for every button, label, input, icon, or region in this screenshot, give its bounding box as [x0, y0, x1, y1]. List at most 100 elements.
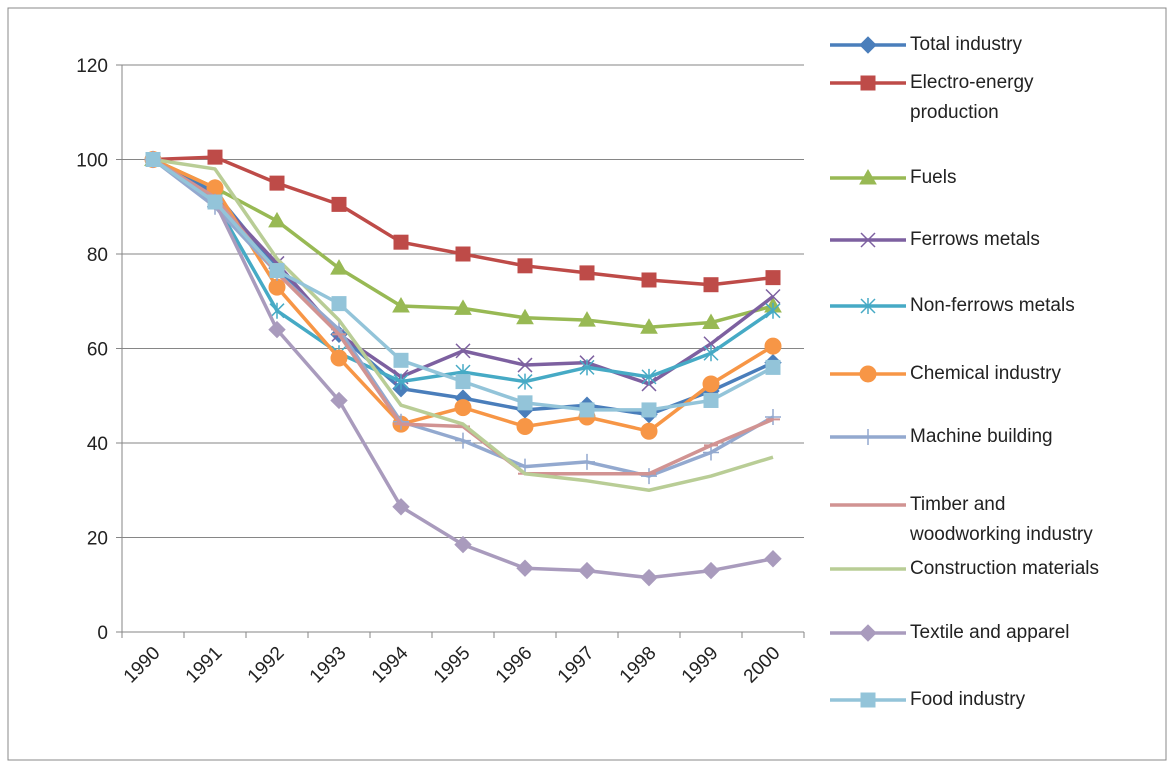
x-tick-label: 2000: [740, 643, 785, 688]
legend-label: Electro-energy production: [910, 72, 1034, 123]
x-tick-label: 1996: [492, 643, 537, 688]
marker: [517, 395, 533, 411]
marker: [330, 391, 348, 410]
series: [145, 151, 781, 392]
marker: [517, 373, 533, 390]
marker: [640, 422, 658, 440]
legend-label: Timber and woodworking industry: [910, 494, 1093, 545]
series: [145, 149, 781, 293]
marker: [268, 211, 286, 228]
marker: [455, 432, 471, 449]
marker: [579, 402, 595, 418]
marker: [269, 302, 285, 319]
legend-label: Total industry: [910, 34, 1022, 55]
x-tick-label: 1992: [244, 643, 289, 688]
marker: [393, 352, 409, 368]
marker: [640, 568, 658, 587]
marker: [764, 337, 782, 355]
marker: [331, 296, 347, 312]
marker: [641, 402, 657, 418]
marker: [640, 318, 658, 334]
x-tick-label: 1999: [678, 643, 723, 688]
marker: [860, 75, 876, 91]
marker: [578, 561, 596, 580]
marker: [331, 196, 347, 212]
marker: [860, 692, 876, 708]
marker: [765, 288, 781, 305]
marker: [860, 232, 876, 248]
marker: [207, 194, 223, 210]
marker: [641, 468, 657, 485]
x-tick-label: 1998: [616, 643, 661, 688]
series: [145, 151, 781, 390]
marker: [392, 296, 410, 313]
y-tick-label: 100: [76, 151, 108, 172]
marker: [517, 258, 533, 274]
marker: [578, 311, 596, 327]
marker: [330, 349, 348, 367]
marker: [392, 498, 410, 516]
marker: [393, 373, 409, 390]
marker: [454, 299, 472, 315]
marker: [765, 359, 781, 375]
legend-label: Non-ferrows metals: [910, 295, 1075, 316]
marker: [269, 175, 285, 191]
marker: [455, 374, 471, 390]
marker: [579, 453, 595, 470]
marker: [702, 313, 720, 330]
marker: [860, 429, 876, 445]
legend-label: Textile and apparel: [910, 622, 1070, 643]
x-tick-label: 1990: [120, 643, 165, 688]
marker: [516, 559, 534, 577]
legend-label: Fuels: [910, 167, 957, 188]
marker: [330, 259, 348, 275]
y-tick-label: 40: [87, 434, 108, 455]
marker: [703, 392, 719, 408]
marker: [269, 263, 285, 279]
marker: [516, 417, 534, 435]
marker: [702, 375, 720, 393]
marker: [765, 409, 781, 426]
marker: [207, 149, 223, 165]
marker: [764, 550, 782, 568]
series: [144, 150, 782, 587]
marker: [859, 365, 877, 383]
marker: [517, 357, 533, 373]
y-tick-label: 120: [76, 56, 108, 77]
x-tick-label: 1993: [306, 643, 351, 688]
marker: [702, 561, 720, 580]
marker: [579, 359, 595, 376]
marker: [860, 298, 876, 314]
marker: [859, 36, 877, 54]
marker: [579, 265, 595, 281]
y-tick-label: 20: [87, 529, 108, 550]
marker: [454, 535, 472, 554]
series-line: [152, 157, 774, 492]
marker: [145, 152, 161, 167]
x-tick-label: 1991: [182, 643, 227, 688]
marker: [641, 368, 657, 385]
series: [144, 150, 782, 334]
x-tick-label: 1995: [430, 643, 475, 688]
series: [152, 157, 774, 492]
x-tick-label: 1997: [554, 643, 599, 688]
y-tick-label: 0: [97, 623, 108, 644]
marker: [268, 320, 286, 339]
legend-label: Chemical industry: [910, 363, 1061, 384]
marker: [859, 168, 877, 185]
marker: [765, 302, 781, 319]
marker: [393, 234, 409, 250]
marker: [859, 624, 877, 642]
marker: [703, 345, 719, 362]
chart-border: [7, 7, 1167, 761]
legend-label: Ferrows metals: [910, 229, 1040, 250]
marker: [516, 308, 534, 325]
series: [145, 152, 781, 418]
legend-label: Construction materials: [910, 558, 1100, 579]
marker: [455, 246, 471, 262]
legend-label: Machine building: [910, 426, 1053, 447]
x-tick-label: 1994: [368, 642, 413, 687]
marker: [703, 277, 719, 293]
